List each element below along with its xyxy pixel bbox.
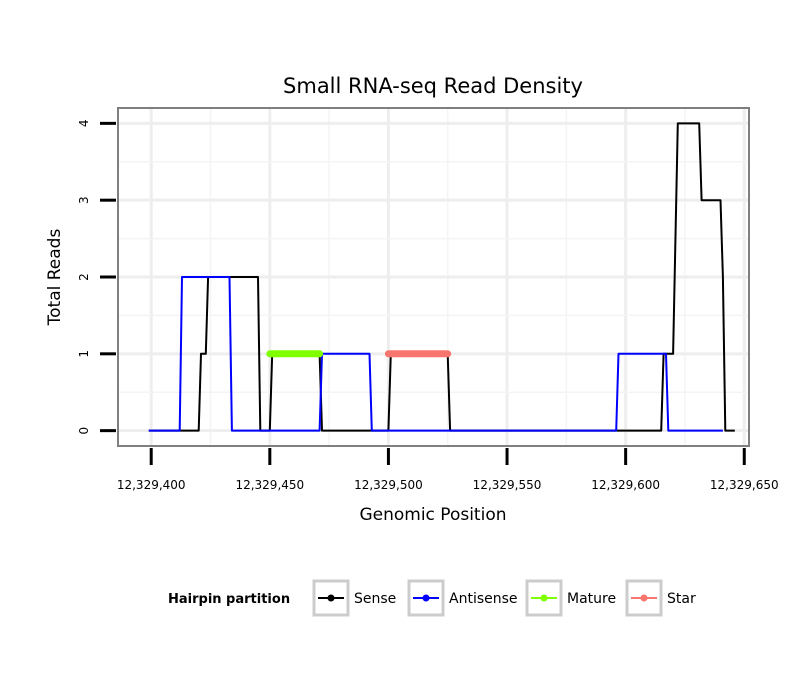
- grid-lines: [118, 108, 749, 446]
- y-tick-label: 2: [77, 273, 91, 281]
- legend-label-star: Star: [667, 591, 696, 607]
- chart-title: Small RNA-seq Read Density: [283, 74, 583, 98]
- legend-dot-mature: [540, 594, 548, 602]
- legend-label-sense: Sense: [354, 591, 396, 607]
- legend-title: Hairpin partition: [168, 592, 290, 607]
- legend-label-mature: Mature: [567, 591, 616, 607]
- y-tick-label: 0: [77, 427, 91, 435]
- legend-dot-sense: [327, 594, 335, 602]
- x-axis-title: Genomic Position: [359, 505, 506, 525]
- x-tick-label: 12,329,550: [473, 478, 542, 492]
- x-tick-label: 12,329,400: [117, 478, 186, 492]
- legend-dot-antisense: [422, 594, 430, 602]
- y-axis: 0 1 2 3 4: [77, 120, 116, 435]
- plot-border: [117, 107, 750, 447]
- x-tick-label: 12,329,600: [591, 478, 660, 492]
- x-tick-label: 12,329,450: [235, 478, 304, 492]
- legend: Hairpin partition Sense Antisense Mature St…: [168, 579, 696, 617]
- y-tick-label: 4: [77, 120, 91, 128]
- legend-label-antisense: Antisense: [449, 591, 518, 607]
- y-tick-label: 1: [77, 350, 91, 358]
- x-axis: 12,329,400 12,329,450 12,329,500 12,329,550…: [117, 448, 779, 492]
- series-line-antisense: [148, 276, 723, 432]
- y-tick-label: 3: [77, 196, 91, 204]
- series-lines: [148, 122, 735, 432]
- legend-dot-star: [640, 594, 648, 602]
- y-axis-title: Total Reads: [45, 229, 65, 327]
- x-tick-label: 12,329,650: [710, 478, 779, 492]
- x-tick-label: 12,329,500: [354, 478, 423, 492]
